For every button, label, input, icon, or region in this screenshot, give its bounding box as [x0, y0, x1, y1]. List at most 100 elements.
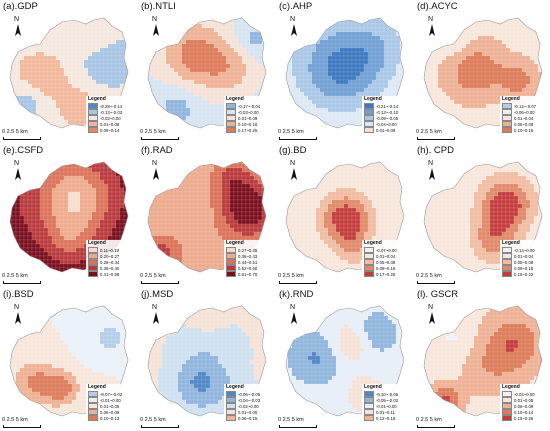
grid-cell [253, 71, 259, 77]
grid-cell [323, 95, 329, 101]
grid-cell [55, 71, 61, 77]
grid-cell [327, 91, 333, 97]
grid-cell [249, 35, 255, 41]
grid-cell [47, 219, 53, 225]
grid-cell [424, 27, 427, 33]
grid-cell [165, 99, 171, 105]
grid-cell [67, 175, 73, 181]
grid-cell [525, 59, 531, 65]
grid-cell [197, 191, 203, 197]
grid-cell [27, 47, 33, 53]
grid-cell [197, 79, 203, 85]
grid-cell [115, 51, 121, 57]
grid-cell [461, 115, 467, 121]
grid-cell [189, 87, 195, 93]
grid-cell [148, 167, 151, 173]
grid-cell [43, 91, 49, 97]
grid-cell [513, 59, 519, 65]
grid-cell [185, 199, 191, 205]
grid-cell [51, 187, 57, 193]
grid-cell [237, 195, 243, 201]
scale-line [141, 137, 179, 140]
grid-cell [477, 95, 483, 101]
grid-cell [355, 51, 361, 57]
grid-cell [315, 79, 321, 85]
grid-cell [359, 51, 365, 57]
grid-cell [311, 63, 317, 69]
grid-cell [295, 87, 301, 93]
grid-cell [161, 27, 167, 33]
grid-cell [67, 247, 73, 253]
grid-cell [343, 75, 349, 81]
grid-cell [355, 111, 361, 117]
grid-cell [209, 71, 215, 77]
grid-cell [509, 39, 515, 45]
grid-cell [213, 83, 219, 89]
grid-cell [71, 71, 77, 77]
grid-cell [371, 19, 377, 25]
grid-cell [185, 187, 191, 193]
grid-cell [319, 75, 325, 81]
grid-cell [67, 18, 73, 21]
grid-cell [103, 83, 109, 89]
grid-cell [253, 43, 259, 49]
grid-cell [10, 59, 13, 65]
grid-cell [161, 167, 167, 173]
grid-cell [189, 75, 195, 81]
grid-cell [39, 99, 45, 105]
grid-cell [303, 99, 309, 105]
grid-cell [23, 19, 29, 25]
grid-cell [383, 55, 389, 61]
grid-cell [229, 183, 235, 189]
grid-cell [505, 35, 511, 41]
grid-cell [379, 23, 385, 29]
grid-cell [51, 271, 57, 272]
grid-cell [371, 59, 377, 65]
grid-cell [149, 187, 155, 193]
grid-cell [63, 243, 69, 249]
grid-cell [39, 239, 45, 245]
legend-label: 0.05~0.09 [514, 121, 534, 127]
grid-cell [83, 27, 89, 33]
grid-cell [457, 123, 463, 128]
grid-cell [291, 71, 297, 77]
grid-cell [213, 195, 219, 201]
grid-cell [229, 179, 235, 185]
grid-cell [481, 127, 487, 128]
grid-cell [51, 243, 57, 249]
grid-cell [83, 71, 89, 77]
grid-cell [347, 83, 353, 89]
grid-cell [485, 79, 491, 85]
grid-cell [51, 83, 57, 89]
grid-cell [193, 199, 199, 205]
grid-cell [287, 115, 293, 121]
grid-cell [55, 111, 61, 117]
grid-cell [79, 255, 85, 261]
grid-cell [433, 67, 439, 73]
grid-cell [221, 187, 227, 193]
grid-cell [189, 91, 195, 97]
grid-cell [209, 119, 215, 125]
grid-cell [485, 63, 491, 69]
grid-cell [55, 263, 61, 269]
grid-cell [19, 251, 25, 257]
grid-cell [529, 43, 535, 49]
legend-swatch [88, 121, 98, 128]
grid-cell [165, 203, 171, 209]
grid-cell [461, 87, 467, 93]
grid-cell [433, 43, 439, 49]
grid-cell [249, 79, 255, 85]
grid-cell [315, 47, 321, 53]
grid-cell [477, 75, 483, 81]
grid-cell [87, 79, 93, 85]
grid-cell [485, 87, 491, 93]
grid-cell [71, 18, 77, 21]
grid-cell [197, 51, 203, 57]
grid-cell [217, 103, 223, 109]
grid-cell [111, 55, 117, 61]
grid-cell [529, 55, 535, 61]
grid-cell [47, 71, 53, 77]
grid-cell [339, 19, 345, 25]
grid-cell [371, 63, 377, 69]
grid-cell [19, 71, 25, 77]
